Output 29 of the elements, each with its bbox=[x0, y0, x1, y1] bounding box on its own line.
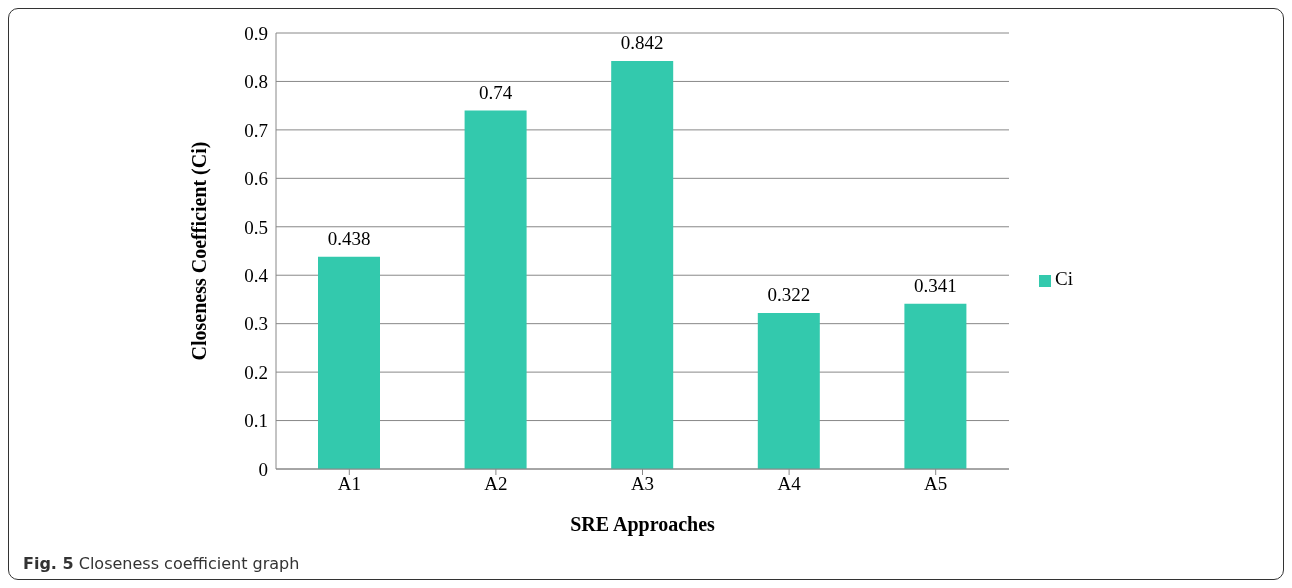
x-tick-label: A1 bbox=[337, 473, 361, 495]
bar bbox=[904, 303, 967, 469]
y-tick-label: 0.4 bbox=[244, 264, 269, 286]
y-tick-label: 0.6 bbox=[244, 168, 268, 190]
caption: Fig. 5 Closeness coefficient graph bbox=[23, 554, 300, 573]
y-tick-label: 0.5 bbox=[244, 216, 268, 238]
y-axis-title: Closeness Coefficient (Ci) bbox=[188, 141, 212, 361]
y-tick-label: 0.1 bbox=[244, 410, 268, 432]
x-tick-label: A4 bbox=[777, 473, 802, 495]
x-axis-title: SRE Approaches bbox=[570, 513, 716, 536]
data-label: 0.74 bbox=[478, 81, 513, 103]
y-tick-label: 0.2 bbox=[244, 361, 268, 383]
x-tick-label: A2 bbox=[484, 473, 508, 495]
y-tick-label: 0.8 bbox=[244, 71, 268, 93]
bar bbox=[464, 110, 527, 469]
data-label: 0.341 bbox=[914, 274, 957, 296]
x-tick-label: A3 bbox=[630, 473, 655, 495]
bar bbox=[318, 256, 380, 469]
y-tick-label: 0 bbox=[258, 458, 268, 480]
bar bbox=[611, 61, 674, 469]
y-tick-label: 0.9 bbox=[244, 22, 268, 44]
data-label: 0.322 bbox=[767, 284, 811, 306]
bar bbox=[757, 313, 820, 469]
legend-label: Ci bbox=[1055, 268, 1073, 289]
data-label: 0.842 bbox=[620, 32, 664, 54]
data-label: 0.438 bbox=[327, 227, 371, 249]
y-tick-label: 0.3 bbox=[244, 313, 268, 335]
y-tick-label: 0.7 bbox=[244, 119, 268, 141]
x-tick-label: A5 bbox=[924, 473, 948, 495]
